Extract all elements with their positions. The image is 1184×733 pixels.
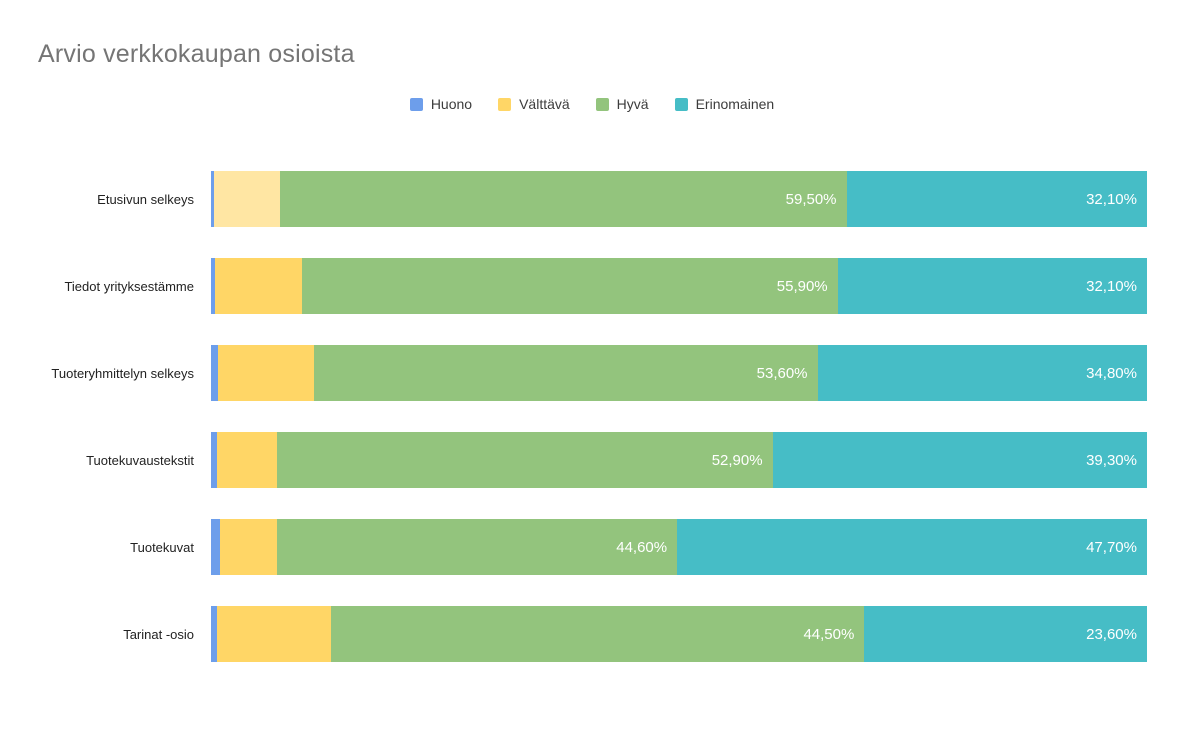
legend-label: Välttävä: [519, 96, 570, 112]
category-label: Etusivun selkeys: [97, 191, 194, 207]
value-label: 55,90%: [776, 277, 828, 295]
bar-segment-huono[interactable]: [211, 345, 219, 401]
legend-swatch-icon: [409, 97, 423, 111]
bar-segment-hyv-[interactable]: 55,90%: [302, 258, 838, 314]
legend-item-huono[interactable]: Huono: [409, 96, 473, 112]
chart-row: Tuotekuvaustekstit 52,90% 39,30%: [0, 432, 1147, 488]
legend-item-erinomainen[interactable]: Erinomainen: [674, 96, 775, 112]
chart-title: Arvio verkkokaupan osioista: [38, 40, 355, 68]
value-label: 44,50%: [803, 625, 855, 643]
bar-segment-huono[interactable]: [211, 432, 217, 488]
bar-segment-huono[interactable]: [211, 171, 214, 227]
bar-segment-huono[interactable]: [211, 258, 216, 314]
bar-segment-erinomainen[interactable]: 34,80%: [817, 345, 1147, 401]
stacked-bar: 55,90% 32,10%: [211, 258, 1147, 314]
bar-segment-erinomainen[interactable]: 47,70%: [677, 519, 1147, 575]
bar-segment-v-ltt-v-[interactable]: [216, 432, 277, 488]
chart-row: Tuotekuvat 44,60% 47,70%: [0, 519, 1147, 575]
bar-segment-hyv-[interactable]: 59,50%: [280, 171, 847, 227]
legend-label: Erinomainen: [695, 96, 775, 112]
legend-label: Huono: [430, 96, 473, 112]
value-label: 59,50%: [785, 190, 837, 208]
bar-segment-erinomainen[interactable]: 32,10%: [846, 171, 1147, 227]
value-label: 53,60%: [756, 364, 808, 382]
legend-swatch-icon: [498, 97, 512, 111]
category-label: Tarinat -osio: [123, 626, 194, 642]
bar-segment-erinomainen[interactable]: 32,10%: [837, 258, 1147, 314]
stacked-bar: 44,50% 23,60%: [211, 606, 1147, 662]
value-label: 32,10%: [1086, 190, 1137, 208]
value-label: 32,10%: [1086, 277, 1137, 295]
legend-item-hyv-[interactable]: Hyvä: [595, 96, 649, 112]
chart-row: Tarinat -osio 44,50% 23,60%: [0, 606, 1147, 662]
value-label: 52,90%: [711, 451, 763, 469]
bar-segment-hyv-[interactable]: 52,90%: [276, 432, 773, 488]
chart-row: Etusivun selkeys 59,50% 32,10%: [0, 171, 1147, 227]
bar-segment-v-ltt-v-[interactable]: [213, 171, 281, 227]
category-label: Tuotekuvaustekstit: [86, 452, 194, 468]
bar-segment-v-ltt-v-[interactable]: [219, 519, 277, 575]
legend-swatch-icon: [595, 97, 609, 111]
chart-row: Tuoteryhmittelyn selkeys 53,60% 34,80%: [0, 345, 1147, 401]
chart-row: Tiedot yrityksestämme 55,90% 32,10%: [0, 258, 1147, 314]
chart-legend: Huono Välttävä Hyvä Erinomainen: [0, 96, 1184, 112]
bar-segment-hyv-[interactable]: 53,60%: [313, 345, 818, 401]
bar-segment-huono[interactable]: [211, 606, 218, 662]
value-label: 39,30%: [1086, 451, 1137, 469]
legend-swatch-icon: [674, 97, 688, 111]
bar-segment-huono[interactable]: [211, 519, 220, 575]
category-label: Tiedot yrityksestämme: [64, 278, 194, 294]
bar-segment-v-ltt-v-[interactable]: [218, 345, 314, 401]
bar-segment-v-ltt-v-[interactable]: [215, 258, 303, 314]
value-label: 47,70%: [1086, 538, 1137, 556]
bar-segment-erinomainen[interactable]: 23,60%: [864, 606, 1147, 662]
stacked-bar: 52,90% 39,30%: [211, 432, 1147, 488]
chart-plot-area: Etusivun selkeys 59,50% 32,10% Tiedot yrity…: [0, 171, 1147, 662]
category-label: Tuoteryhmittelyn selkeys: [51, 365, 194, 381]
stacked-bar: 53,60% 34,80%: [211, 345, 1147, 401]
value-label: 44,60%: [616, 538, 668, 556]
bar-segment-v-ltt-v-[interactable]: [217, 606, 331, 662]
category-label: Tuotekuvat: [130, 539, 194, 555]
bar-segment-erinomainen[interactable]: 39,30%: [772, 432, 1147, 488]
value-label: 23,60%: [1086, 625, 1137, 643]
legend-item-v-ltt-v-[interactable]: Välttävä: [498, 96, 570, 112]
stacked-bar: 59,50% 32,10%: [211, 171, 1147, 227]
bar-segment-hyv-[interactable]: 44,60%: [276, 519, 678, 575]
legend-label: Hyvä: [616, 96, 649, 112]
value-label: 34,80%: [1086, 364, 1137, 382]
stacked-bar: 44,60% 47,70%: [211, 519, 1147, 575]
bar-segment-hyv-[interactable]: 44,50%: [330, 606, 865, 662]
